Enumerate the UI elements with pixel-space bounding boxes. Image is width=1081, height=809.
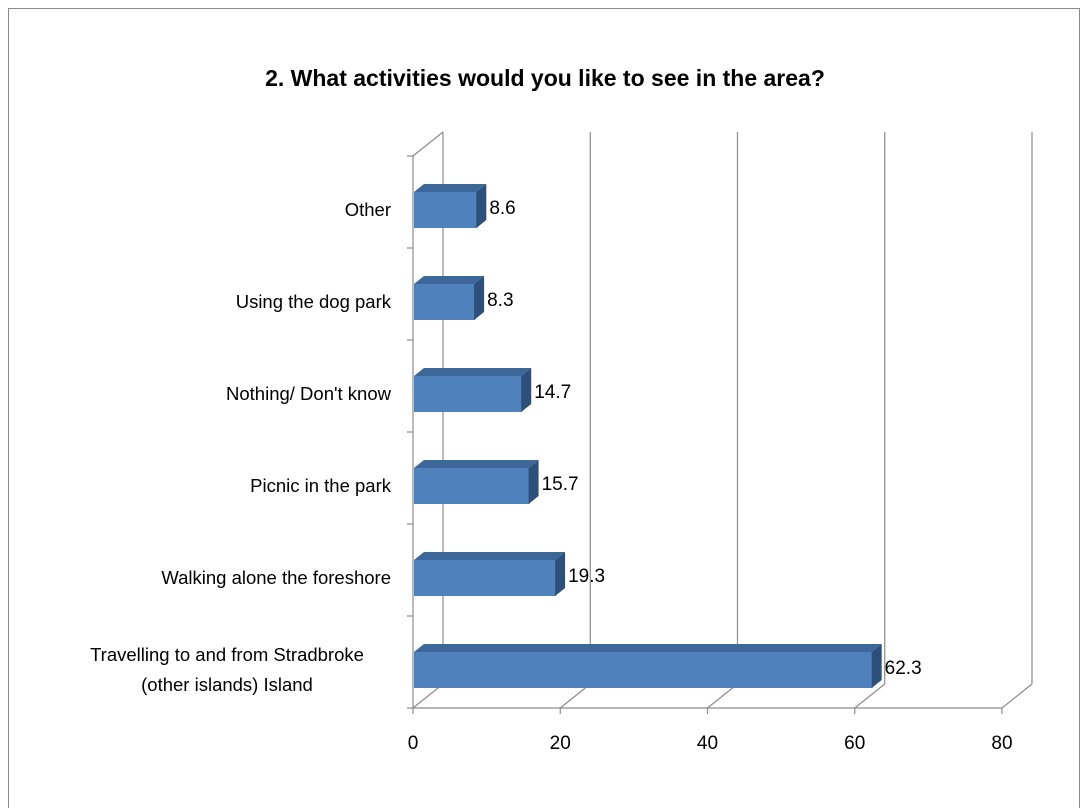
bar-side-face — [528, 460, 539, 504]
bar-top-face — [414, 368, 532, 376]
category-label: Walking alone the foreshore — [161, 567, 391, 588]
bar-top-face — [414, 460, 539, 468]
chart-title: 2. What activities would you like to see… — [265, 65, 825, 91]
bar-side-face — [871, 644, 882, 688]
data-label: 8.3 — [487, 290, 513, 311]
data-label: 15.7 — [542, 474, 579, 495]
bar-top-face — [414, 276, 485, 284]
bar-top-face — [414, 552, 566, 560]
data-label: 14.7 — [534, 382, 571, 403]
category-label: Using the dog park — [236, 291, 392, 312]
data-label: 19.3 — [568, 566, 605, 587]
floor-gridline — [1001, 683, 1033, 709]
data-label: 62.3 — [885, 658, 922, 679]
data-label: 8.6 — [489, 198, 515, 219]
bar-side-face — [555, 552, 566, 596]
bar — [414, 560, 557, 596]
bar — [414, 468, 530, 504]
floor-gridline — [854, 683, 886, 709]
x-tick-label: 80 — [991, 733, 1012, 754]
bar-top-face — [414, 644, 882, 652]
x-tick-label: 40 — [697, 733, 718, 754]
axis-front — [412, 156, 1002, 709]
bar-side-face — [474, 276, 485, 320]
wall-edge-top — [412, 131, 444, 157]
bar — [414, 284, 476, 320]
chart-plot: 0 20 40 60 80 62.3 Travelling to and from Stra… — [90, 131, 1033, 754]
category-label: Picnic in the park — [250, 475, 392, 496]
category-label: Other — [345, 199, 391, 220]
category-label: Nothing/ Don't know — [226, 383, 392, 404]
bar — [414, 192, 478, 228]
x-tick-label: 20 — [550, 733, 571, 754]
bar-side-face — [521, 368, 532, 412]
x-tick-label: 60 — [844, 733, 865, 754]
chart-frame: 2. What activities would you like to see… — [8, 8, 1080, 808]
category-label: Travelling to and from Stradbroke (other … — [90, 644, 364, 695]
x-tick-label: 0 — [408, 733, 419, 754]
bar — [414, 376, 523, 412]
bar-top-face — [414, 184, 487, 192]
bar — [414, 652, 873, 688]
bar-side-face — [476, 184, 487, 228]
